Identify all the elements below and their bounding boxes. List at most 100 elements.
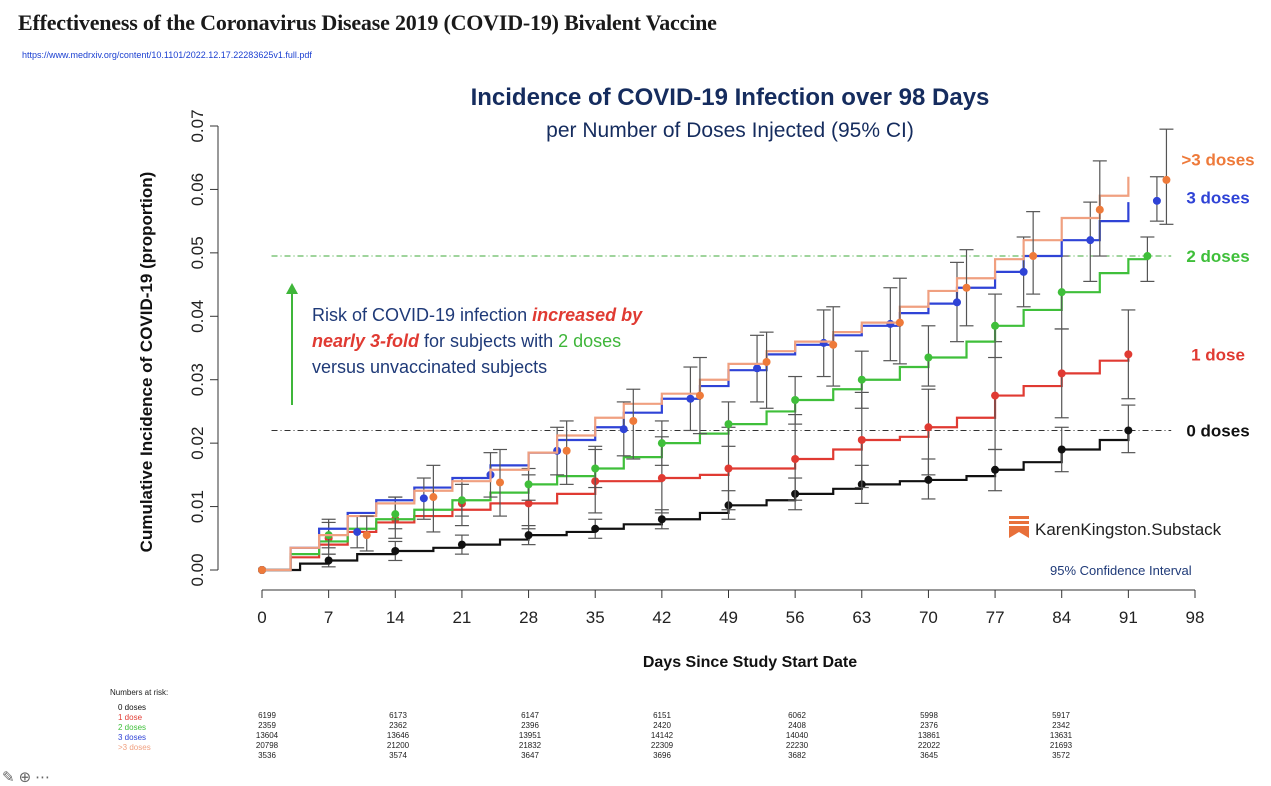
y-tick-label: 0.06 (188, 173, 207, 206)
series-label: 1 dose (1191, 345, 1245, 364)
data-point (791, 396, 800, 405)
chart-title: Incidence of COVID-19 Infection over 98 … (470, 84, 990, 111)
brand-credit: KarenKingston.Substack (1009, 516, 1221, 543)
risk-value: 21832 (518, 741, 542, 750)
data-point (258, 566, 266, 574)
data-point (657, 515, 666, 524)
data-point (1086, 236, 1095, 245)
more-icon[interactable]: ⋯ (35, 769, 55, 786)
data-point (619, 425, 628, 434)
annotation-emphasis: increased by nearly 3-fold (312, 305, 643, 351)
data-point (886, 319, 895, 328)
data-point (591, 464, 600, 473)
series-label: 0 doses (1186, 421, 1249, 440)
risk-value: 2408 (788, 721, 806, 730)
annotation-text: Risk of COVID-19 infection increased by … (312, 302, 664, 380)
data-point (457, 496, 466, 505)
risk-value: 3696 (653, 751, 671, 760)
data-point (1152, 196, 1161, 205)
risk-value: 3647 (521, 751, 539, 760)
x-tick-label: 98 (1186, 608, 1205, 627)
data-point (524, 499, 533, 508)
data-point (819, 338, 828, 347)
risk-value: 13646 (386, 731, 410, 740)
x-tick-label: 0 (257, 608, 266, 627)
data-point (962, 283, 971, 292)
data-point (524, 531, 533, 540)
data-point (695, 391, 704, 400)
risk-value: 22309 (650, 741, 674, 750)
data-point (1143, 252, 1152, 261)
data-point (629, 416, 638, 425)
data-point (591, 524, 600, 533)
risk-group-label: 1 dose (118, 713, 143, 722)
data-point (991, 465, 1000, 474)
x-tick-label: 70 (919, 608, 938, 627)
data-point (496, 478, 505, 487)
data-point (762, 357, 771, 366)
ci-note: 95% Confidence Interval (1050, 563, 1192, 578)
annotation-part-5: versus unvaccinated subjects (312, 357, 548, 377)
data-point (524, 480, 533, 489)
data-point (924, 353, 933, 362)
x-tick-label: 49 (719, 608, 738, 627)
risk-group-label: 0 doses (118, 703, 147, 712)
y-tick-label: 0.00 (188, 553, 207, 586)
data-point (562, 446, 571, 455)
page-title: Effectiveness of the Coronavirus Disease… (18, 10, 717, 35)
x-tick-label: 28 (519, 608, 538, 627)
zoom-icon[interactable]: ⊕ (18, 769, 36, 786)
annotation-part-1: Risk of COVID-19 infection (312, 305, 533, 325)
trend-arrow-head (286, 283, 298, 294)
source-link[interactable]: https://www.medrxiv.org/content/10.1101/… (22, 50, 312, 60)
data-point (991, 321, 1000, 330)
risk-value: 6151 (653, 711, 671, 720)
x-tick-label: 91 (1119, 608, 1138, 627)
risk-table-heading: Numbers at risk: (110, 688, 169, 697)
y-axis-title: Cumulative Incidence of COVID-19 (propor… (137, 171, 156, 553)
risk-value: 22022 (917, 741, 941, 750)
x-axis-title: Days Since Study Start Date (642, 654, 858, 671)
data-point (391, 546, 400, 555)
data-point (924, 475, 933, 484)
brand-name: KarenKingston.Substack (1035, 519, 1222, 539)
risk-value: 3645 (920, 751, 938, 760)
annotation-doses: 2 doses (558, 331, 622, 351)
series-label: >3 doses (1181, 151, 1254, 170)
y-tick-label: 0.07 (188, 109, 207, 142)
data-point (924, 423, 933, 432)
x-tick-label: 21 (452, 608, 471, 627)
risk-value: 6173 (389, 711, 407, 720)
risk-value: 13861 (917, 731, 941, 740)
risk-value: 21693 (1049, 741, 1073, 750)
risk-value: 2396 (521, 721, 539, 730)
data-point (457, 540, 466, 549)
risk-value: 14040 (785, 731, 809, 740)
risk-value: 14142 (650, 731, 674, 740)
data-point (419, 494, 428, 503)
risk-value: 2362 (389, 721, 407, 730)
risk-value: 6199 (258, 711, 276, 720)
data-point (1124, 350, 1133, 359)
risk-value: 3572 (1052, 751, 1070, 760)
x-tick-label: 84 (1052, 608, 1071, 627)
data-point (857, 435, 866, 444)
pen-icon[interactable]: ✎ (2, 769, 19, 786)
y-tick-label: 0.01 (188, 490, 207, 523)
risk-value: 2376 (920, 721, 938, 730)
y-tick-label: 0.02 (188, 427, 207, 460)
data-point (952, 298, 961, 307)
risk-value: 2359 (258, 721, 276, 730)
annotation-part-3: for subjects with (419, 331, 559, 351)
risk-value: 3536 (258, 751, 276, 760)
risk-group-label: 3 doses (118, 733, 147, 742)
data-point (857, 375, 866, 384)
x-tick-label: 14 (386, 608, 405, 627)
data-point (1019, 267, 1028, 276)
data-point (724, 420, 733, 429)
data-point (657, 439, 666, 448)
viewer-toolbar[interactable]: ✎⊕⋯ (2, 768, 54, 786)
risk-value: 13631 (1049, 731, 1073, 740)
risk-value: 2420 (653, 721, 671, 730)
